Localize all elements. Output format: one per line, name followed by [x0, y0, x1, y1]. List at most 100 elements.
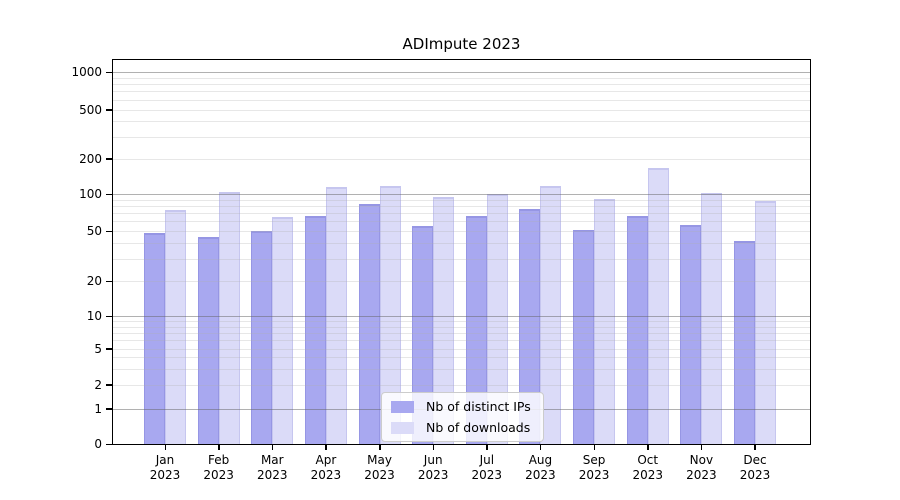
gridline-minor-400: [113, 121, 810, 123]
gridline-minor-200: [113, 158, 810, 160]
gridline-major-100: [113, 194, 810, 195]
x-tick-dec: [754, 444, 756, 450]
y-tick-1000: [106, 71, 113, 74]
x-tick-label-jan: Jan 2023: [149, 453, 181, 482]
legend-item-distinct-ips: Nb of distinct IPs: [391, 399, 531, 414]
legend: Nb of distinct IPs Nb of downloads: [381, 392, 544, 442]
x-tick-jul: [486, 444, 488, 450]
y-tick-2: [106, 384, 113, 386]
x-tick-label-mar: Mar 2023: [256, 453, 288, 482]
gridline-major-10: [113, 316, 810, 318]
x-tick-oct: [647, 444, 649, 450]
x-tick-apr: [325, 444, 327, 450]
y-tick-label-5: 5: [94, 341, 102, 356]
gridline-minor-80: [113, 205, 810, 207]
gridline-minor-700: [113, 91, 810, 93]
bar-ips-apr: [304, 216, 326, 444]
gridline-minor-500: [113, 109, 810, 111]
gridline-minor-70: [113, 213, 810, 215]
x-tick-nov: [700, 444, 703, 450]
bar-ips-sep: [573, 230, 595, 444]
bar-ips-dec: [733, 240, 755, 444]
gridline-minor-5: [113, 348, 810, 350]
legend-swatch-ips-icon: [391, 400, 414, 413]
y-tick-label-200: 200: [79, 151, 102, 166]
bar-ips-feb: [197, 236, 219, 444]
x-tick-label-aug: Aug 2023: [525, 453, 556, 482]
legend-label-downloads: Nb of downloads: [426, 420, 531, 435]
x-tick-may: [379, 444, 381, 450]
bar-downloads-jun: [433, 197, 455, 444]
bar-downloads-oct: [647, 168, 669, 444]
x-tick-label-oct: Oct 2023: [632, 453, 663, 482]
bar-downloads-nov: [701, 192, 723, 444]
bar-downloads-apr: [325, 186, 347, 444]
gridline-minor-6: [113, 340, 810, 342]
x-tick-label-dec: Dec 2023: [739, 453, 771, 482]
x-tick-mar: [271, 444, 274, 450]
y-tick-20: [106, 280, 113, 283]
x-tick-label-jul: Jul 2023: [471, 453, 503, 482]
bar-ips-oct: [626, 216, 648, 444]
gridline-minor-800: [113, 84, 810, 86]
bar-ips-may: [358, 204, 380, 444]
x-tick-label-nov: Nov 2023: [686, 453, 717, 482]
gridline-minor-60: [113, 221, 810, 223]
y-tick-label-1: 1: [94, 401, 102, 416]
gridline-minor-30: [113, 259, 810, 261]
y-tick-5: [106, 348, 113, 350]
y-tick-label-50: 50: [86, 224, 102, 239]
y-tick-label-1000: 1000: [71, 65, 102, 80]
y-tick-100: [106, 193, 113, 195]
y-tick-label-100: 100: [79, 187, 102, 201]
x-tick-label-sep: Sep 2023: [578, 453, 610, 482]
gridline-minor-50: [113, 231, 810, 233]
bar-downloads-jan: [165, 210, 186, 444]
bar-downloads-feb: [218, 191, 240, 444]
x-tick-label-may: May 2023: [364, 453, 395, 482]
gridline-minor-4: [113, 357, 810, 359]
y-tick-label-2: 2: [94, 377, 102, 392]
y-tick-50: [106, 230, 113, 233]
y-tick-10: [106, 315, 113, 318]
gridline-minor-9: [113, 321, 810, 323]
gridline-minor-90: [113, 199, 810, 201]
bar-ips-aug: [519, 209, 541, 444]
bar-ips-nov: [680, 225, 702, 444]
bar-ips-jun: [412, 226, 434, 444]
gridline-minor-40: [113, 243, 810, 245]
y-tick-label-500: 500: [79, 102, 102, 117]
bar-downloads-dec: [754, 200, 776, 444]
x-tick-label-jun: Jun 2023: [417, 453, 449, 482]
legend-swatch-downloads-icon: [391, 421, 414, 434]
gridline-minor-8: [113, 326, 810, 328]
legend-label-distinct-ips: Nb of distinct IPs: [426, 399, 531, 414]
bar-ips-jul: [465, 216, 487, 444]
bar-downloads-may: [379, 185, 401, 444]
gridline-minor-600: [113, 99, 810, 101]
plot-border: [112, 59, 811, 445]
bar-downloads-mar: [272, 217, 294, 444]
gridline-minor-7: [113, 332, 810, 334]
gridline-minor-900: [113, 77, 810, 79]
gridline-minor-2: [113, 384, 810, 386]
x-tick-aug: [539, 444, 542, 450]
gridline-minor-20: [113, 281, 810, 283]
y-tick-1: [106, 408, 113, 410]
gridline-major-1000: [113, 72, 810, 74]
x-tick-jan: [164, 444, 166, 450]
grid-layer: [112, 59, 811, 445]
y-tick-label-0: 0: [94, 437, 102, 451]
bar-downloads-sep: [594, 199, 616, 444]
gridline-minor-300: [113, 136, 810, 138]
x-tick-label-feb: Feb 2023: [203, 453, 234, 482]
x-tick-jun: [432, 444, 435, 450]
gridline-minor-3: [113, 368, 810, 370]
y-tick-0: [106, 443, 113, 445]
y-tick-label-20: 20: [86, 274, 102, 289]
bar-ips-jan: [144, 233, 165, 444]
bars-layer: [113, 60, 810, 444]
plot-area: Nb of distinct IPs Nb of downloads: [112, 59, 811, 445]
bar-ips-mar: [251, 231, 273, 444]
